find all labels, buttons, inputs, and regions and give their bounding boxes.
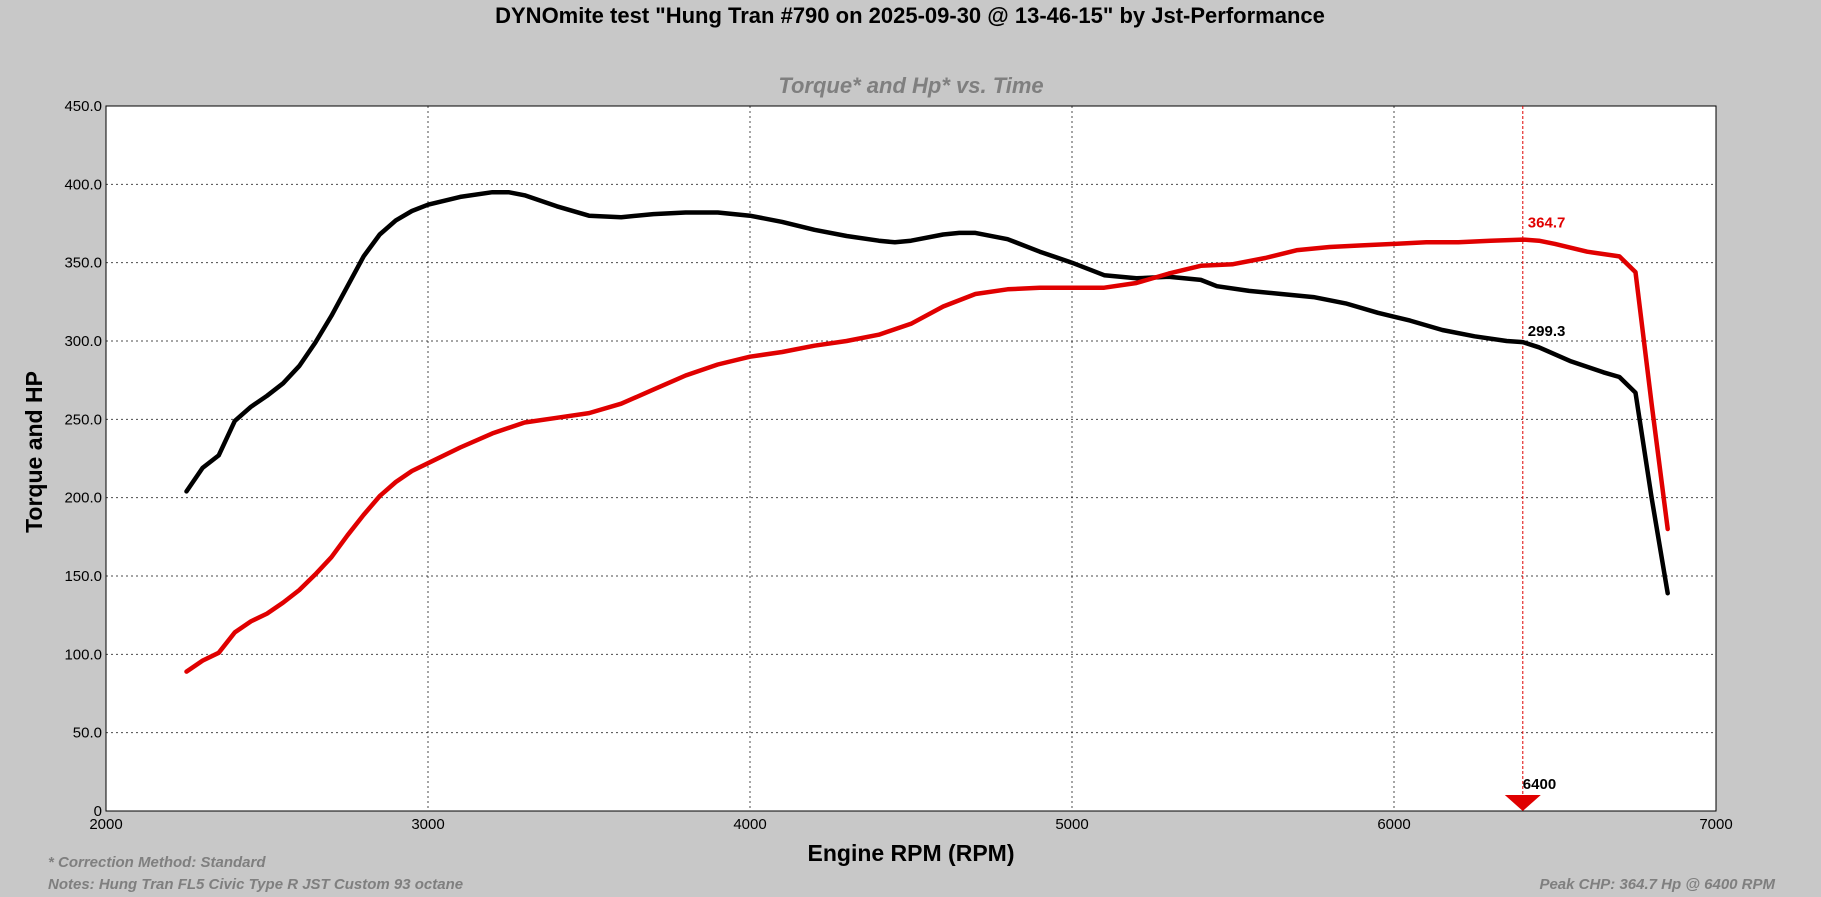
x-tick-labels: 2000 3000 4000 5000 6000 7000 bbox=[89, 816, 1732, 833]
y-tick-labels: 0 50.0 100.0 150.0 200.0 250.0 300.0 350.0 400.0… bbox=[64, 98, 102, 820]
peak-summary: Peak CHP: 364.7 Hp @ 6400 RPM bbox=[1539, 876, 1775, 893]
y-tick-label: 100.0 bbox=[64, 646, 102, 663]
torque-line bbox=[184, 189, 1670, 596]
y-tick-label: 300.0 bbox=[64, 333, 102, 350]
horsepower-line bbox=[184, 237, 1670, 674]
x-tick-label: 7000 bbox=[1699, 816, 1732, 833]
peak-hp-label: 364.7 bbox=[1528, 215, 1566, 232]
peak-marker bbox=[1504, 106, 1541, 811]
x-tick-label: 4000 bbox=[733, 816, 766, 833]
x-tick-label: 6000 bbox=[1377, 816, 1410, 833]
peak-rpm-marker-triangle bbox=[1504, 795, 1541, 811]
peak-torque-label: 299.3 bbox=[1528, 323, 1566, 340]
x-tick-label: 5000 bbox=[1055, 816, 1088, 833]
chart-subtitle: Torque* and Hp* vs. Time bbox=[778, 73, 1043, 98]
plot-area bbox=[105, 105, 1717, 812]
y-tick-label: 400.0 bbox=[64, 176, 102, 193]
x-tick-label: 2000 bbox=[89, 816, 122, 833]
y-axis-title: Torque and HP bbox=[21, 371, 47, 533]
y-tick-label: 150.0 bbox=[64, 568, 102, 585]
correction-method-note: * Correction Method: Standard bbox=[48, 854, 266, 871]
annotation-labels: 364.7 299.3 6400 bbox=[1523, 215, 1566, 793]
y-tick-label: 250.0 bbox=[64, 411, 102, 428]
y-tick-label: 200.0 bbox=[64, 490, 102, 507]
series-lines bbox=[184, 189, 1670, 674]
x-tick-label: 3000 bbox=[411, 816, 444, 833]
chart-title: DYNOmite test "Hung Tran #790 on 2025-09… bbox=[495, 3, 1325, 28]
y-tick-label: 0 bbox=[94, 803, 102, 820]
y-tick-label: 450.0 bbox=[64, 98, 102, 115]
y-tick-label: 350.0 bbox=[64, 255, 102, 272]
x-axis-title: Engine RPM (RPM) bbox=[808, 840, 1015, 866]
notes-text: Notes: Hung Tran FL5 Civic Type R JST Cu… bbox=[48, 876, 463, 893]
y-tick-label: 50.0 bbox=[73, 725, 102, 742]
grid-lines bbox=[106, 106, 1716, 811]
peak-rpm-label: 6400 bbox=[1523, 776, 1556, 793]
